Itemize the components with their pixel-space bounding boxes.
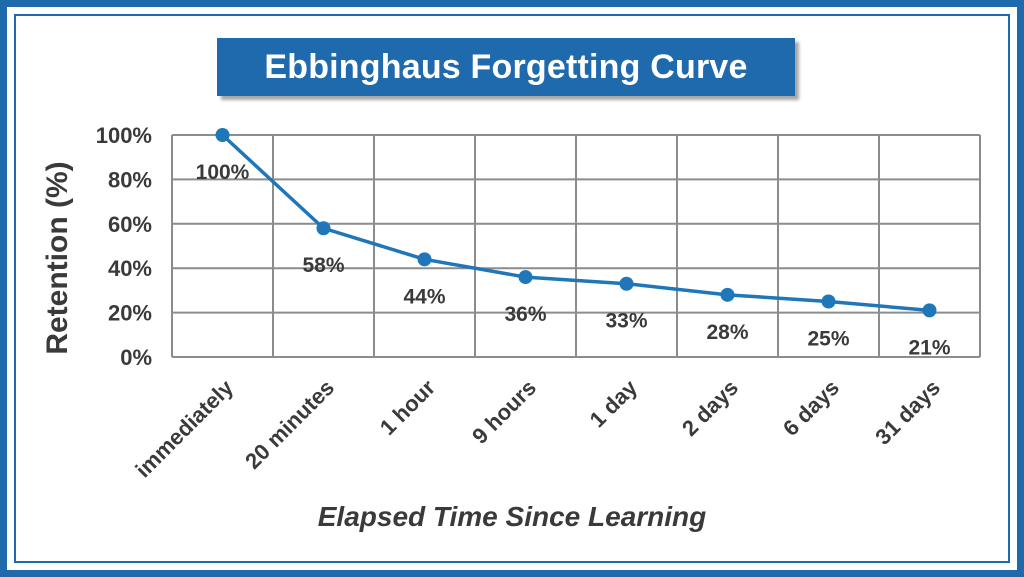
data-label: 36% — [504, 303, 546, 326]
x-axis-title: Elapsed Time Since Learning — [317, 501, 707, 532]
data-label: 28% — [706, 321, 748, 344]
chart-title-box: Ebbinghaus Forgetting Curve — [217, 38, 795, 96]
y-tick-label: 40% — [108, 256, 152, 281]
data-point — [720, 287, 735, 302]
x-tick-label: 2 days — [677, 375, 743, 441]
data-point — [922, 303, 937, 318]
data-point — [417, 252, 432, 267]
data-point — [821, 294, 836, 309]
data-point — [215, 128, 230, 142]
data-label: 44% — [403, 285, 445, 308]
x-tick-label: 31 days — [870, 375, 945, 450]
data-point — [619, 276, 634, 291]
x-tick-label: 6 days — [778, 375, 844, 441]
x-tick-label: 20 minutes — [240, 375, 339, 474]
x-tick-label: 1 day — [585, 374, 643, 432]
y-tick-label: 20% — [108, 301, 152, 326]
y-tick-label: 0% — [120, 345, 152, 370]
y-tick-label: 100% — [96, 123, 152, 148]
chart-title: Ebbinghaus Forgetting Curve — [264, 47, 748, 86]
data-label: 100% — [196, 161, 250, 184]
x-tick-label: immediately — [130, 374, 238, 482]
data-point — [316, 221, 331, 236]
data-label: 58% — [302, 254, 344, 277]
series-line — [221, 133, 930, 313]
data-label: 33% — [605, 310, 647, 333]
data-label: 25% — [807, 328, 849, 351]
x-tick-label: 1 hour — [375, 375, 441, 441]
inner-frame — [14, 14, 1010, 563]
data-point — [518, 270, 533, 285]
data-label: 21% — [908, 336, 950, 359]
x-tick-label: 9 hours — [467, 375, 541, 449]
y-tick-label: 60% — [108, 212, 152, 237]
y-tick-label: 80% — [108, 167, 152, 192]
